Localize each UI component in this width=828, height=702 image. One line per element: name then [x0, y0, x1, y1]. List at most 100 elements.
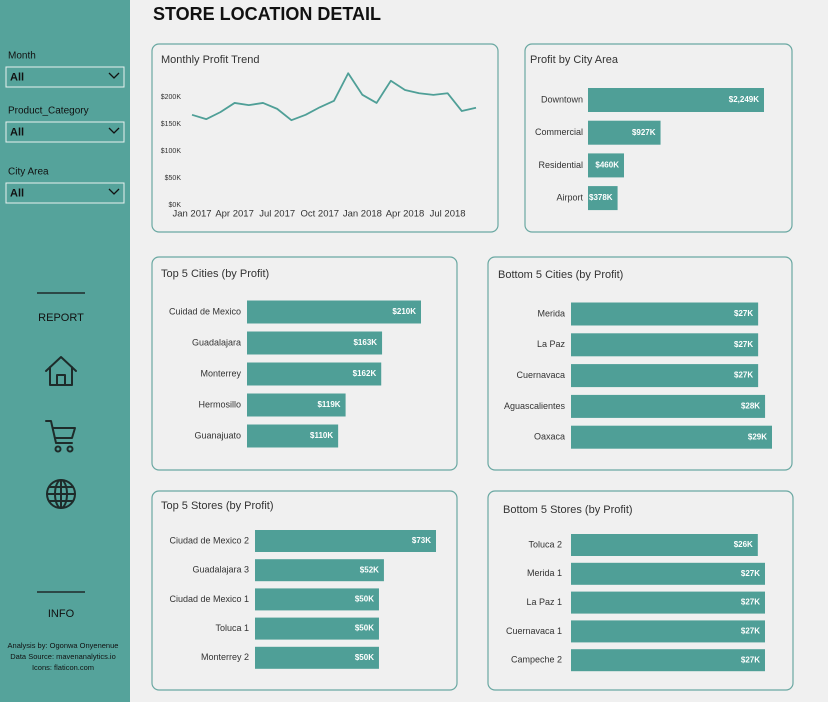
category-label: Residential [538, 160, 583, 170]
bar [571, 394, 766, 418]
category-label: Merida 1 [527, 568, 562, 578]
bar [571, 425, 772, 449]
category-label: Guadalajara [192, 337, 241, 347]
chart-title: Bottom 5 Stores (by Profit) [503, 504, 633, 516]
category-label: Campeche 2 [511, 655, 562, 665]
y-tick-label: $50K [165, 175, 182, 182]
bar [571, 364, 759, 388]
value-label: $50K [355, 624, 374, 633]
value-label: $119K [317, 400, 340, 409]
dropdown-box[interactable] [5, 121, 125, 143]
home-icon[interactable] [45, 356, 77, 386]
cart-icon[interactable] [45, 420, 76, 453]
bar [247, 393, 346, 417]
bar [255, 530, 436, 552]
category-label: Oaxaca [534, 432, 565, 442]
cart-wheel[interactable] [66, 445, 74, 453]
value-label: $52K [360, 565, 379, 574]
dropdown-value[interactable]: All [10, 126, 24, 138]
info-label: INFO [48, 608, 75, 620]
bar [247, 424, 339, 448]
bar [247, 331, 383, 355]
category-label: Guanajuato [194, 430, 241, 440]
credit: Analysis by: Ogonwa Onyenenue [8, 641, 119, 650]
value-label: $27K [734, 371, 753, 380]
dropdown[interactable]: All [5, 182, 125, 204]
bar [571, 649, 765, 672]
value-label: $28K [741, 402, 760, 411]
value-label: $50K [355, 653, 374, 662]
value-label: $29K [748, 432, 767, 441]
trend-line [191, 72, 477, 122]
value-label: $27K [741, 569, 760, 578]
bar [571, 534, 758, 556]
report-label: REPORT [38, 312, 84, 324]
bar [255, 559, 384, 582]
dropdown-value[interactable]: All [10, 71, 24, 83]
panel [151, 43, 499, 233]
page-title: STORE LOCATION DETAIL [153, 4, 381, 24]
bar [255, 588, 379, 611]
globe-icon[interactable] [46, 479, 76, 509]
bar [255, 646, 379, 669]
dropdown-box[interactable] [5, 66, 125, 88]
value-label: $50K [355, 595, 374, 604]
chevron[interactable] [108, 72, 120, 79]
bar [588, 88, 764, 112]
category-label: Toluca 1 [215, 623, 249, 633]
bar [571, 333, 759, 357]
filter-label: Product_Category [8, 106, 89, 117]
dropdown-value[interactable]: All [10, 187, 24, 199]
dropdown[interactable]: All [5, 121, 125, 143]
bar [571, 591, 765, 614]
x-tick-label: Apr 2017 [215, 209, 254, 220]
bar [255, 617, 379, 640]
value-label: $162K [353, 369, 377, 378]
dropdown-box[interactable] [5, 182, 125, 204]
cart-wheel[interactable] [54, 445, 62, 453]
category-label: Downtown [541, 94, 583, 104]
value-label: $73K [412, 536, 431, 545]
y-tick-label: $0K [169, 202, 182, 209]
chevron[interactable] [108, 127, 120, 134]
bar [571, 302, 759, 326]
chart-title: Monthly Profit Trend [161, 54, 259, 66]
value-label: $110K [310, 431, 333, 440]
category-label: Merida [537, 308, 565, 318]
category-label: Monterrey 2 [201, 652, 249, 662]
value-label: $2,249K [729, 95, 759, 104]
category-label: Ciudad de Mexico 2 [169, 535, 249, 545]
value-label: $210K [392, 307, 416, 316]
value-label: $378K [589, 193, 613, 202]
globe-lines[interactable] [46, 479, 76, 509]
category-label: Monterrey [200, 368, 241, 378]
x-tick-label: Apr 2018 [386, 209, 425, 220]
chevron[interactable] [108, 188, 120, 195]
value-label: $163K [353, 338, 377, 347]
credit: Data Source: mavenanalytics.io [10, 652, 115, 661]
x-tick-label: Jan 2017 [172, 209, 211, 220]
home-icon-shape[interactable] [45, 356, 77, 386]
dropdown[interactable]: All [5, 66, 125, 88]
filter-label: City Area [8, 167, 49, 178]
cart-icon-shape[interactable] [45, 420, 76, 444]
value-label: $927K [632, 128, 656, 137]
value-label: $27K [734, 309, 753, 318]
chart-title: Top 5 Stores (by Profit) [161, 500, 274, 512]
category-label: Hermosillo [198, 399, 241, 409]
x-tick-label: Jan 2018 [343, 209, 382, 220]
category-label: Cuernavaca 1 [506, 626, 562, 636]
y-tick-label: $100K [161, 148, 182, 155]
chart-title: Bottom 5 Cities (by Profit) [498, 269, 623, 281]
sidebar [0, 0, 130, 702]
category-label: Guadalajara 3 [192, 565, 249, 575]
category-label: Airport [556, 192, 583, 202]
category-label: Cuernavaca [516, 370, 565, 380]
category-label: La Paz 1 [526, 597, 562, 607]
bar [571, 620, 765, 643]
category-label: Cuidad de Mexico [169, 306, 241, 316]
y-tick-label: $150K [161, 121, 182, 128]
value-label: $27K [741, 655, 760, 664]
x-tick-label: Jul 2017 [259, 209, 295, 220]
credit: Icons: flaticon.com [32, 663, 94, 672]
